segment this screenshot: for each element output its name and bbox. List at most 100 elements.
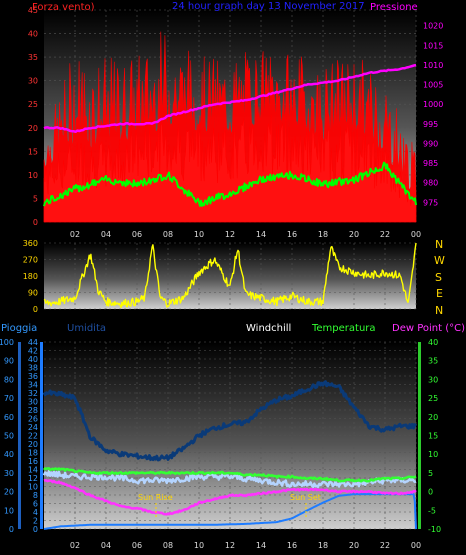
temperature-tick-label: 40 xyxy=(428,338,438,347)
pressure-tick-label: 1015 xyxy=(423,41,443,50)
pressure-tick-label: 985 xyxy=(423,159,438,168)
x-tick-label-top: 02 xyxy=(70,230,80,239)
sunset-label: Sun Set xyxy=(290,493,321,502)
x-tick-label-bottom: 14 xyxy=(256,541,266,550)
wind-tick-label: 20 xyxy=(28,124,38,133)
rain-tick-label: 14 xyxy=(28,466,38,475)
rain-tick-label: 40 xyxy=(28,355,38,364)
rain-tick-label: 6 xyxy=(33,500,38,509)
x-tick-label-top: 20 xyxy=(349,230,359,239)
compass-s: S xyxy=(435,271,442,284)
x-tick-label-top: 22 xyxy=(380,230,390,239)
pressure-tick-label: 1000 xyxy=(423,100,443,109)
direction-tick-label: 90 xyxy=(28,289,38,298)
pressure-tick-label: 975 xyxy=(423,198,438,207)
rain-tick-label: 36 xyxy=(28,372,38,381)
pressure-tick-label: 980 xyxy=(423,179,438,188)
wind-tick-label: 45 xyxy=(28,6,38,15)
temperature-tick-label: 35 xyxy=(428,357,438,366)
x-tick-label-bottom: 06 xyxy=(132,541,142,550)
wind-tick-label: 10 xyxy=(28,171,38,180)
pressure-tick-label: 1020 xyxy=(423,22,443,31)
wind-axis-label: Forza vento) xyxy=(32,2,95,13)
rain-tick-label: 2 xyxy=(33,517,38,526)
wind-tick-label: 25 xyxy=(28,100,38,109)
x-tick-label-bottom: 16 xyxy=(287,541,297,550)
humidity-tick-label: 10 xyxy=(4,506,14,515)
x-tick-label-top: 16 xyxy=(287,230,297,239)
wind-average-series xyxy=(43,161,417,207)
temperature-tick-label: 10 xyxy=(428,450,438,459)
temperature-tick-label: 15 xyxy=(428,432,438,441)
x-tick-label-top: 14 xyxy=(256,230,266,239)
rain-series xyxy=(43,493,417,530)
temperature-scale-bar xyxy=(418,342,421,529)
rain-tick-label: 42 xyxy=(28,347,38,356)
legend-humidity: Umidita xyxy=(67,323,106,334)
rain-tick-label: 28 xyxy=(28,406,38,415)
humidity-tick-label: 90 xyxy=(4,357,14,366)
direction-tick-label: 360 xyxy=(23,239,38,248)
rain-tick-label: 18 xyxy=(28,449,38,458)
rain-tick-label: 24 xyxy=(28,423,38,432)
compass-n-top: N xyxy=(435,238,443,251)
temperature-tick-label: 5 xyxy=(428,469,433,478)
direction-tick-label: 180 xyxy=(23,272,38,281)
x-tick-label-top: 10 xyxy=(194,230,204,239)
x-tick-label-top: 04 xyxy=(101,230,111,239)
wind-tick-label: 5 xyxy=(33,194,38,203)
pressure-tick-label: 995 xyxy=(423,120,438,129)
wind-tick-label: 30 xyxy=(28,77,38,86)
wind-tick-label: 40 xyxy=(28,30,38,39)
humidity-tick-label: 80 xyxy=(4,375,14,384)
rain-tick-label: 8 xyxy=(33,491,38,500)
direction-tick-label: 270 xyxy=(23,256,38,265)
humidity-scale-bar xyxy=(18,342,21,529)
rain-tick-label: 12 xyxy=(28,474,38,483)
legend-rain: Pioggia xyxy=(1,323,37,334)
x-tick-label-bottom: 12 xyxy=(225,541,235,550)
rain-tick-label: 38 xyxy=(28,364,38,373)
compass-n-bottom: N xyxy=(435,304,443,317)
x-tick-label-top: 12 xyxy=(225,230,235,239)
x-tick-label-bottom: 18 xyxy=(318,541,328,550)
x-tick-label-top: 00 xyxy=(411,230,421,239)
compass-w: W xyxy=(434,254,445,267)
wind-tick-label: 15 xyxy=(28,147,38,156)
x-tick-label-bottom: 22 xyxy=(380,541,390,550)
humidity-tick-label: 40 xyxy=(4,450,14,459)
compass-e: E xyxy=(436,287,443,300)
temperature-series xyxy=(43,467,417,483)
wind-direction-series xyxy=(43,242,417,309)
legend-temperature: Temperatura xyxy=(311,323,376,334)
temperature-tick-label: 0 xyxy=(428,488,433,497)
x-tick-label-top: 08 xyxy=(163,230,173,239)
rain-tick-label: 44 xyxy=(28,338,38,347)
x-tick-label-top: 18 xyxy=(318,230,328,239)
direction-tick-label: 0 xyxy=(33,305,38,314)
temperature-tick-label: 20 xyxy=(428,413,438,422)
x-tick-label-top: 06 xyxy=(132,230,142,239)
pressure-tick-label: 1005 xyxy=(423,81,443,90)
rain-scale-bar xyxy=(40,342,43,529)
x-tick-label-bottom: 00 xyxy=(411,541,421,550)
temperature-tick-label: -10 xyxy=(428,525,441,534)
pressure-axis-label: Pressione xyxy=(370,2,418,13)
humidity-tick-label: 50 xyxy=(4,432,14,441)
wind-tick-label: 35 xyxy=(28,53,38,62)
humidity-series xyxy=(42,380,418,462)
temperature-tick-label: 25 xyxy=(428,394,438,403)
pressure-tick-label: 990 xyxy=(423,139,438,148)
rain-tick-label: 10 xyxy=(28,483,38,492)
temperature-tick-label: -5 xyxy=(428,506,436,515)
legend-dewpoint: Dew Point (°C) xyxy=(392,323,465,334)
humidity-tick-label: 0 xyxy=(9,525,14,534)
humidity-tick-label: 20 xyxy=(4,488,14,497)
rain-tick-label: 34 xyxy=(28,381,38,390)
x-tick-label-bottom: 02 xyxy=(70,541,80,550)
rain-tick-label: 26 xyxy=(28,415,38,424)
chart-title: 24 hour graph day 13 November 2017 xyxy=(172,1,365,12)
temperature-tick-label: 30 xyxy=(428,375,438,384)
rain-tick-label: 16 xyxy=(28,457,38,466)
